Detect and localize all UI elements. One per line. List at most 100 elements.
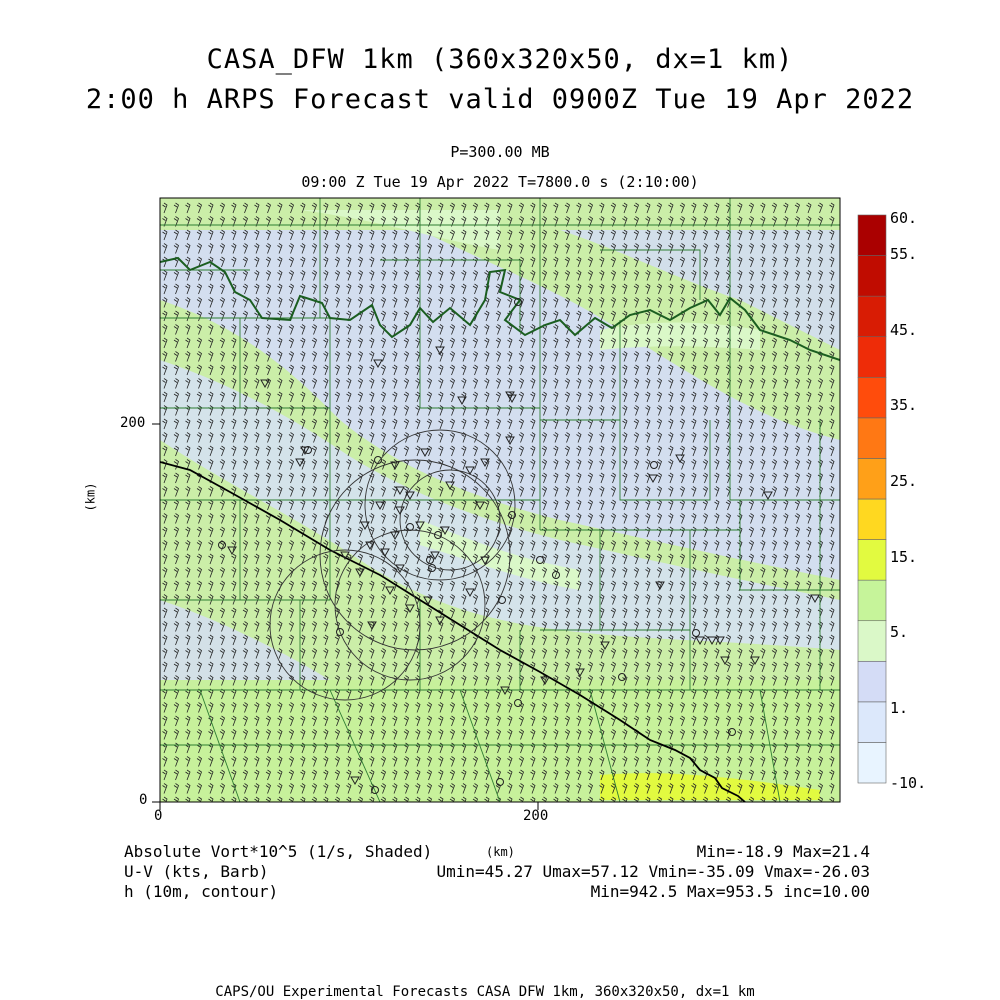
radar-triangle-marker <box>600 641 610 651</box>
radar-triangle-marker <box>295 458 305 468</box>
x-tick-200: 200 <box>523 808 549 824</box>
colorbar-label: 5. <box>890 623 909 641</box>
radar-triangle-marker <box>405 604 415 614</box>
colorbar-segment <box>857 660 887 703</box>
radar-triangle-marker <box>360 521 370 531</box>
radar-triangle-marker <box>440 526 450 536</box>
radar-circle-marker <box>692 629 700 637</box>
colorbar-label: 45. <box>890 321 918 339</box>
radar-circle-marker <box>536 556 544 564</box>
radar-triangle-marker <box>430 551 440 561</box>
radar-triangle-marker <box>395 506 405 516</box>
colorbar-segment <box>857 255 887 297</box>
y-tick-0: 0 <box>139 792 148 808</box>
radar-triangle-marker <box>260 379 270 389</box>
colorbar-segment <box>857 579 887 622</box>
radar-triangle-marker <box>415 521 425 531</box>
pressure-level: P=300.00 MB <box>450 143 550 161</box>
radar-triangle-marker <box>540 676 550 686</box>
radar-triangle-marker <box>720 656 730 666</box>
field2-name: U-V (kts, Barb) <box>124 862 269 881</box>
radar-triangle-marker <box>695 636 705 646</box>
radar-triangle-marker <box>367 621 377 631</box>
radar-triangle-marker <box>227 546 237 556</box>
colorbar-segment <box>857 498 887 540</box>
colorbar-label: -10. <box>890 774 927 792</box>
state-border-red-river <box>160 256 840 361</box>
y-tick-200: 200 <box>120 415 146 431</box>
colorbar-segment <box>857 214 887 256</box>
radar-circle-marker <box>618 673 626 681</box>
radar-triangle-marker <box>350 776 360 786</box>
radar-triangle-marker <box>380 548 390 558</box>
radar-triangle-marker <box>575 668 585 678</box>
radar-triangle-marker <box>300 446 310 456</box>
credit-line: CAPS/OU Experimental Forecasts CASA DFW … <box>215 984 755 1000</box>
radar-circle-marker <box>336 628 344 636</box>
colorbar <box>857 214 887 784</box>
field1-name: Absolute Vort*10^5 (1/s, Shaded) <box>124 842 433 861</box>
radar-circle-marker <box>514 298 522 306</box>
colorbar-label: 25. <box>890 472 918 490</box>
radar-triangle-marker <box>707 636 717 646</box>
radar-triangle-marker <box>420 448 430 458</box>
x-tick-0: 0 <box>154 808 163 824</box>
radar-triangle-marker <box>750 656 760 666</box>
plot-frame <box>159 197 841 803</box>
colorbar-label: 35. <box>890 396 918 414</box>
radar-triangle-marker <box>763 491 773 501</box>
colorbar-segment <box>857 458 887 500</box>
radar-triangle-marker <box>395 486 405 496</box>
radar-triangle-marker <box>457 396 467 406</box>
radar-circle-marker <box>498 596 506 604</box>
radar-sites <box>218 298 820 794</box>
map-subtitle: 2:00 h ARPS Forecast valid 0900Z Tue 19 … <box>85 84 915 115</box>
field3-range: Min=942.5 Max=953.5 inc=10.00 <box>590 882 870 901</box>
colorbar-segment <box>857 620 887 662</box>
radar-triangle-marker <box>423 596 433 606</box>
radar-triangle-marker <box>715 636 725 646</box>
radar-triangle-marker <box>465 588 475 598</box>
radar-circle-marker <box>496 778 504 786</box>
colorbar-segment <box>857 539 887 581</box>
colorbar-segment <box>857 417 887 459</box>
field1-range: Min=-18.9 Max=21.4 <box>696 842 870 861</box>
radar-circle-marker <box>426 556 434 564</box>
radar-triangle-marker <box>655 581 665 591</box>
colorbar-segment <box>857 376 887 419</box>
radar-circle-marker <box>304 446 312 454</box>
field3-name: h (10m, contour) <box>124 882 279 901</box>
colorbar-label: 60. <box>890 209 918 227</box>
radar-circle-marker <box>374 456 382 464</box>
radar-triangle-marker <box>507 394 517 404</box>
colorbar-segment <box>857 742 887 784</box>
map-plot-area <box>160 198 840 802</box>
radar-triangle-marker <box>395 564 405 574</box>
radar-triangle-marker <box>505 436 515 446</box>
radar-triangle-marker <box>475 501 485 511</box>
colorbar-segment <box>857 295 887 338</box>
colorbar-label: 15. <box>890 548 918 566</box>
radar-circle-marker <box>552 571 560 579</box>
radar-circle-marker <box>406 523 414 531</box>
x-axis-label: (km) <box>486 845 515 859</box>
radar-triangle-marker <box>480 458 490 468</box>
radar-circle-marker <box>650 461 658 469</box>
radar-triangle-marker <box>373 359 383 369</box>
colorbar-segment <box>857 336 887 378</box>
colorbar-label: 1. <box>890 699 909 717</box>
radar-triangle-marker <box>435 346 445 356</box>
county-borders <box>160 198 840 802</box>
radar-triangle-marker <box>385 586 395 596</box>
radar-triangle-marker <box>675 454 685 464</box>
valid-time: 09:00 Z Tue 19 Apr 2022 T=7800.0 s (2:10… <box>301 173 699 191</box>
radar-triangle-marker <box>390 531 400 541</box>
radar-triangle-marker <box>445 481 455 491</box>
radar-triangle-marker <box>465 466 475 476</box>
radar-circle-marker <box>371 786 379 794</box>
radar-circle-marker <box>728 728 736 736</box>
radar-triangle-marker <box>375 501 385 511</box>
radar-triangle-marker <box>435 616 445 626</box>
radar-triangle-marker <box>365 541 375 551</box>
